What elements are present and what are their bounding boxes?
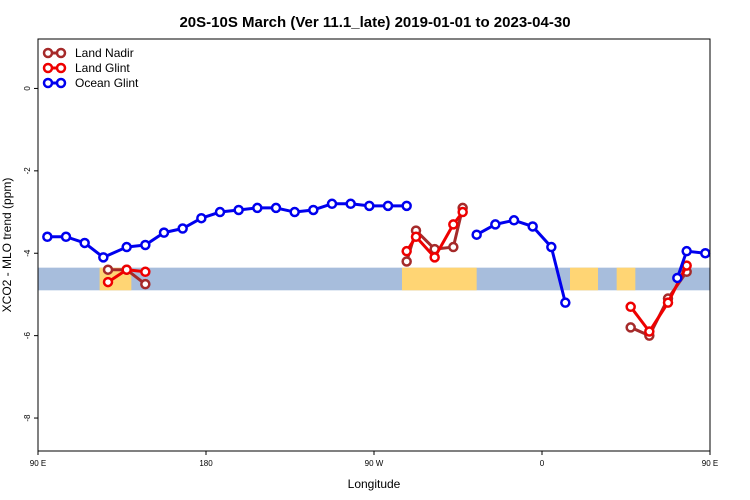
data-point — [98, 252, 109, 263]
data-point — [490, 219, 501, 230]
chart-title: 20S-10S March (Ver 11.1_late) 2019-01-01… — [179, 14, 570, 31]
data-point — [700, 247, 711, 259]
data-point — [121, 264, 132, 275]
data-point — [508, 215, 520, 226]
x-axis: 90 E 180 90 W 0 90 E — [30, 451, 718, 468]
data-point — [102, 276, 114, 288]
land-ocean-band — [38, 267, 710, 291]
data-point — [270, 202, 282, 214]
legend-label: Ocean Glint — [75, 76, 139, 90]
series-land-glint — [102, 206, 692, 337]
legend-label: Land Glint — [75, 61, 130, 75]
legend-swatch-marker — [42, 47, 54, 59]
data-point — [401, 200, 412, 212]
legend-swatch-marker — [55, 62, 67, 74]
series-ocean-glint — [42, 198, 711, 308]
data-point — [448, 219, 459, 230]
y-tick-label: -2 — [23, 167, 32, 175]
x-tick-label: 90 E — [30, 459, 46, 468]
data-point — [252, 202, 263, 214]
land-band — [402, 267, 477, 291]
legend-label: Land Nadir — [75, 46, 134, 60]
x-axis-label: Longitude — [348, 477, 401, 491]
data-point — [681, 245, 692, 257]
data-point — [448, 241, 459, 253]
data-point — [42, 231, 53, 243]
data-point — [625, 301, 636, 313]
legend-item: Land Glint — [42, 61, 130, 75]
legend-swatch-marker — [55, 47, 67, 59]
y-axis: 0 -2 -4 -6 -8 — [23, 86, 38, 422]
data-point — [644, 326, 655, 337]
data-point — [326, 198, 338, 210]
data-point — [546, 241, 557, 253]
series-line — [629, 264, 689, 334]
data-point — [102, 264, 114, 275]
data-point — [140, 266, 151, 278]
legend-item: Land Nadir — [42, 46, 134, 60]
y-tick-label: -8 — [23, 414, 32, 422]
data-point — [364, 200, 375, 212]
data-point — [308, 204, 319, 216]
data-point — [158, 227, 170, 238]
data-point — [401, 245, 412, 257]
y-tick-label: -4 — [23, 249, 32, 257]
land-band — [616, 267, 636, 291]
data-point — [140, 239, 151, 251]
data-point — [79, 237, 90, 249]
data-point — [401, 256, 412, 267]
data-point — [214, 206, 226, 218]
data-point — [625, 322, 636, 333]
data-point — [140, 278, 151, 290]
y-tick-label: 0 — [23, 86, 32, 91]
legend-swatch-marker — [55, 77, 67, 89]
x-tick-label: 90 E — [702, 459, 718, 468]
x-tick-label: 0 — [540, 459, 545, 468]
data-point — [429, 252, 440, 263]
data-point — [289, 206, 300, 218]
legend-swatch-marker — [42, 62, 54, 74]
data-point — [560, 297, 571, 308]
data-point — [233, 204, 244, 216]
y-tick-label: -6 — [23, 332, 32, 340]
data-point — [382, 200, 394, 212]
x-tick-label: 180 — [199, 459, 213, 468]
data-point — [121, 241, 132, 253]
data-point — [471, 229, 482, 240]
legend-item: Ocean Glint — [42, 76, 139, 90]
data-point — [527, 221, 538, 232]
data-point — [662, 297, 674, 308]
data-point — [672, 272, 683, 284]
land-band — [570, 267, 598, 291]
data-point — [457, 206, 468, 218]
series-line — [47, 202, 407, 259]
data-point — [60, 231, 72, 243]
data-point — [177, 223, 188, 234]
data-point — [410, 231, 422, 243]
series-layer — [42, 198, 711, 341]
y-axis-label: XCO2 - MLO trend (ppm) — [0, 178, 14, 313]
data-point — [196, 212, 207, 224]
legend-swatch-marker — [42, 77, 54, 89]
ocean-band — [38, 267, 710, 291]
x-tick-label: 90 W — [365, 459, 384, 468]
data-point — [345, 198, 356, 210]
